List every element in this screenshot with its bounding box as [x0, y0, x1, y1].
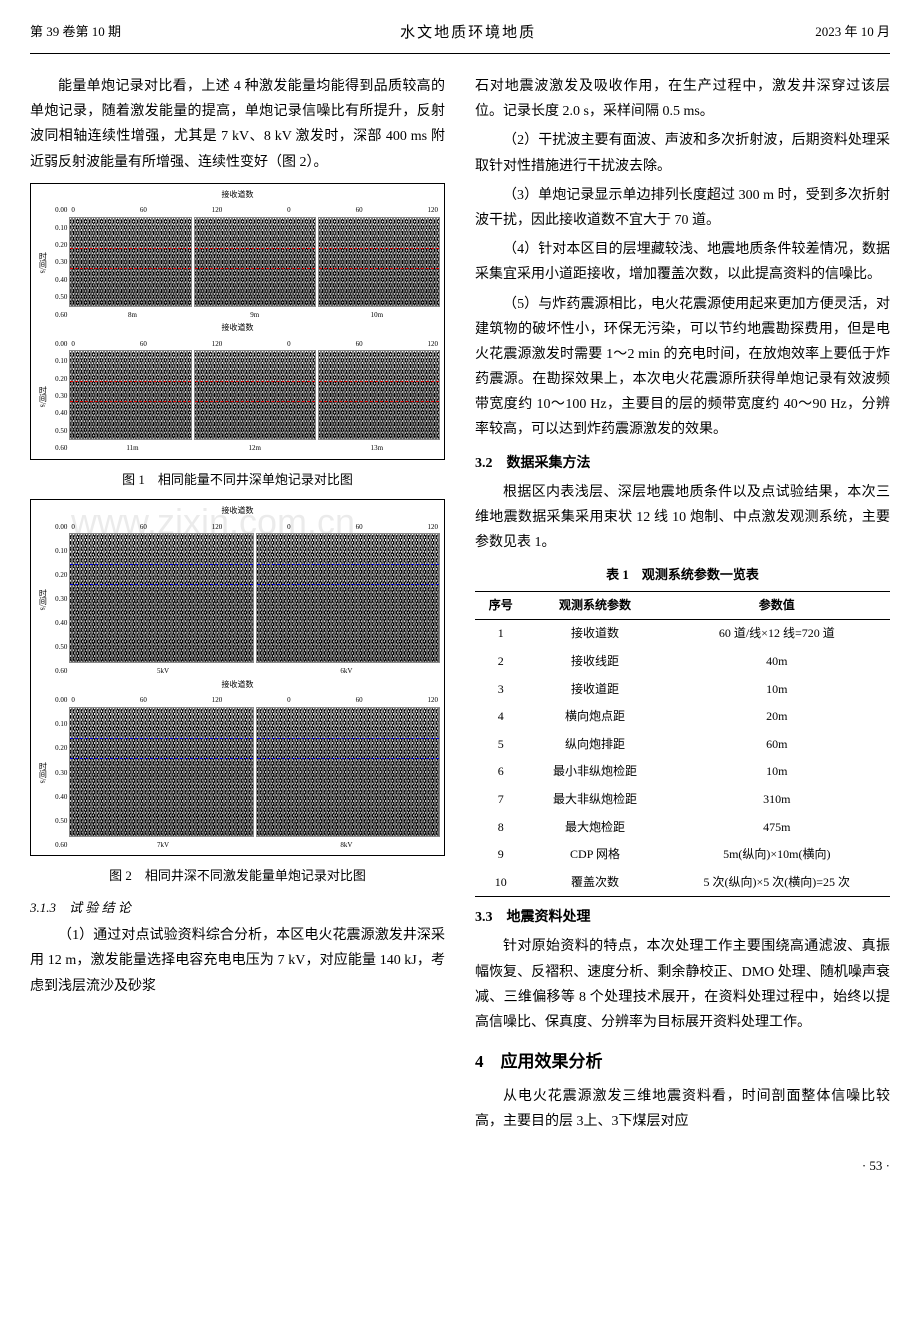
para-conclusion-5: （5）与炸药震源相比，电火花震源使用起来更加方便灵活，对建筑物的破坏性小，环保无… [475, 292, 890, 443]
table-cell: 8 [475, 814, 526, 842]
para-cont-1: 石对地震波激发及吸收作用，在生产过程中，激发井深穿过该层位。记录长度 2.0 s… [475, 74, 890, 124]
table-cell: 3 [475, 676, 526, 704]
fig1-x-ticks-row1: 0 60 120 0 60 120 [69, 204, 440, 217]
table-row: 4横向炮点距20m [475, 703, 890, 731]
header-volume-issue: 第 39 卷第 10 期 [30, 20, 121, 47]
table-cell: 10m [664, 676, 890, 704]
fig1-row1-shots [69, 217, 440, 307]
table-cell: 4 [475, 703, 526, 731]
seismic-shot [69, 533, 253, 663]
table-cell: 横向炮点距 [526, 703, 663, 731]
seismic-shot [69, 707, 253, 837]
table-cell: 2 [475, 648, 526, 676]
table-cell: 475m [664, 814, 890, 842]
table-cell: 6 [475, 758, 526, 786]
table-cell: CDP 网格 [526, 841, 663, 869]
figure-1: 接收道数 时间/s 0.00 0.10 0.20 0.30 0.40 0.50 … [30, 183, 445, 460]
table-row: 5纵向炮排距60m [475, 731, 890, 759]
fig1-xaxis-label: 接收道数 [35, 188, 440, 202]
table-cell: 9 [475, 841, 526, 869]
figure-2: www.zixin.com.cn 接收道数 时间/s 0.00 0.10 0.2… [30, 499, 445, 856]
section-4: 4 应用效果分析 [475, 1047, 890, 1078]
table-cell: 接收道距 [526, 676, 663, 704]
two-column-body: 能量单炮记录对比看，上述 4 种激发能量均能得到品质较高的单炮记录，随着激发能量… [30, 74, 890, 1138]
table-col-value: 参数值 [664, 591, 890, 620]
table-row: 10覆盖次数5 次(纵向)×5 次(横向)=25 次 [475, 869, 890, 897]
table-header-row: 序号 观测系统参数 参数值 [475, 591, 890, 620]
table-cell: 5 次(纵向)×5 次(横向)=25 次 [664, 869, 890, 897]
table-col-index: 序号 [475, 591, 526, 620]
table-row: 2接收线距40m [475, 648, 890, 676]
table-cell: 覆盖次数 [526, 869, 663, 897]
table-cell: 60 道/线×12 线=720 道 [664, 620, 890, 648]
table-cell: 5m(纵向)×10m(横向) [664, 841, 890, 869]
seismic-shot [194, 217, 316, 307]
table-row: 1接收道数60 道/线×12 线=720 道 [475, 620, 890, 648]
table-cell: 40m [664, 648, 890, 676]
seismic-shot [69, 217, 191, 307]
table-cell: 最小非纵炮检距 [526, 758, 663, 786]
table-cell: 60m [664, 731, 890, 759]
seismic-shot [194, 350, 316, 440]
table-cell: 5 [475, 731, 526, 759]
table-col-param: 观测系统参数 [526, 591, 663, 620]
figure-1-caption: 图 1 相同能量不同井深单炮记录对比图 [30, 468, 445, 491]
figure-2-caption: 图 2 相同井深不同激发能量单炮记录对比图 [30, 864, 445, 887]
right-column: 石对地震波激发及吸收作用，在生产过程中，激发井深穿过该层位。记录长度 2.0 s… [475, 74, 890, 1138]
table-cell: 20m [664, 703, 890, 731]
para-conclusion-4: （4）针对本区目的层埋藏较浅、地震地质条件较差情况，数据采集宜采用小道距接收，增… [475, 237, 890, 287]
fig1-row1-labels: 8m 9m 10m [69, 309, 440, 322]
subsection-3-1-3: 3.1.3 试 验 结 论 [30, 896, 445, 919]
table-row: 9CDP 网格5m(纵向)×10m(横向) [475, 841, 890, 869]
table-1-caption: 表 1 观测系统参数一览表 [475, 563, 890, 586]
table-row: 3接收道距10m [475, 676, 890, 704]
fig1-y-axis-label: 时间/s [35, 204, 49, 321]
para-energy-comparison: 能量单炮记录对比看，上述 4 种激发能量均能得到品质较高的单炮记录，随着激发能量… [30, 74, 445, 175]
table-cell: 接收线距 [526, 648, 663, 676]
seismic-shot [256, 533, 440, 663]
page-number: · 53 · [30, 1154, 890, 1177]
table-cell: 最大非纵炮检距 [526, 786, 663, 814]
para-conclusion-1: （1）通过对点试验资料综合分析，本区电火花震源激发井深采用 12 m，激发能量选… [30, 923, 445, 999]
table-cell: 接收道数 [526, 620, 663, 648]
left-column: 能量单炮记录对比看，上述 4 种激发能量均能得到品质较高的单炮记录，随着激发能量… [30, 74, 445, 1138]
table-row: 7最大非纵炮检距310m [475, 786, 890, 814]
fig2-xaxis-label: 接收道数 [35, 504, 440, 518]
para-conclusion-3: （3）单炮记录显示单边排列长度超过 300 m 时，受到多次折射波干扰，因此接收… [475, 183, 890, 233]
table-cell: 7 [475, 786, 526, 814]
subsection-3-2: 3.2 数据采集方法 [475, 451, 890, 476]
table-cell: 最大炮检距 [526, 814, 663, 842]
para-data-acquisition: 根据区内表浅层、深层地震地质条件以及点试验结果，本次三维地震数据采集采用束状 1… [475, 480, 890, 556]
fig2-row1-shots [69, 533, 440, 663]
table-cell: 1 [475, 620, 526, 648]
page-header: 第 39 卷第 10 期 水文地质环境地质 2023 年 10 月 [30, 20, 890, 54]
fig1-row2-shots [69, 350, 440, 440]
table-cell: 纵向炮排距 [526, 731, 663, 759]
seismic-shot [256, 707, 440, 837]
para-conclusion-2: （2）干扰波主要有面波、声波和多次折射波，后期资料处理采取针对性措施进行干扰波去… [475, 128, 890, 178]
para-processing: 针对原始资料的特点，本次处理工作主要围绕高通滤波、真振幅恢复、反褶积、速度分析、… [475, 934, 890, 1035]
table-1: 序号 观测系统参数 参数值 1接收道数60 道/线×12 线=720 道2接收线… [475, 591, 890, 898]
subsection-3-3: 3.3 地震资料处理 [475, 905, 890, 930]
table-row: 6最小非纵炮检距10m [475, 758, 890, 786]
fig2-row2-shots [69, 707, 440, 837]
fig1-y-ticks: 0.00 0.10 0.20 0.30 0.40 0.50 0.60 [49, 204, 69, 321]
table-cell: 10 [475, 869, 526, 897]
seismic-shot [318, 350, 440, 440]
seismic-shot [69, 350, 191, 440]
header-date: 2023 年 10 月 [815, 20, 890, 47]
table-cell: 310m [664, 786, 890, 814]
journal-title: 水文地质环境地质 [400, 20, 536, 47]
para-application: 从电火花震源激发三维地震资料看，时间剖面整体信噪比较高，主要目的层 3上、3下煤… [475, 1084, 890, 1134]
seismic-shot [318, 217, 440, 307]
table-cell: 10m [664, 758, 890, 786]
table-row: 8最大炮检距475m [475, 814, 890, 842]
fig1-row2-labels: 11m 12m 13m [69, 442, 440, 455]
